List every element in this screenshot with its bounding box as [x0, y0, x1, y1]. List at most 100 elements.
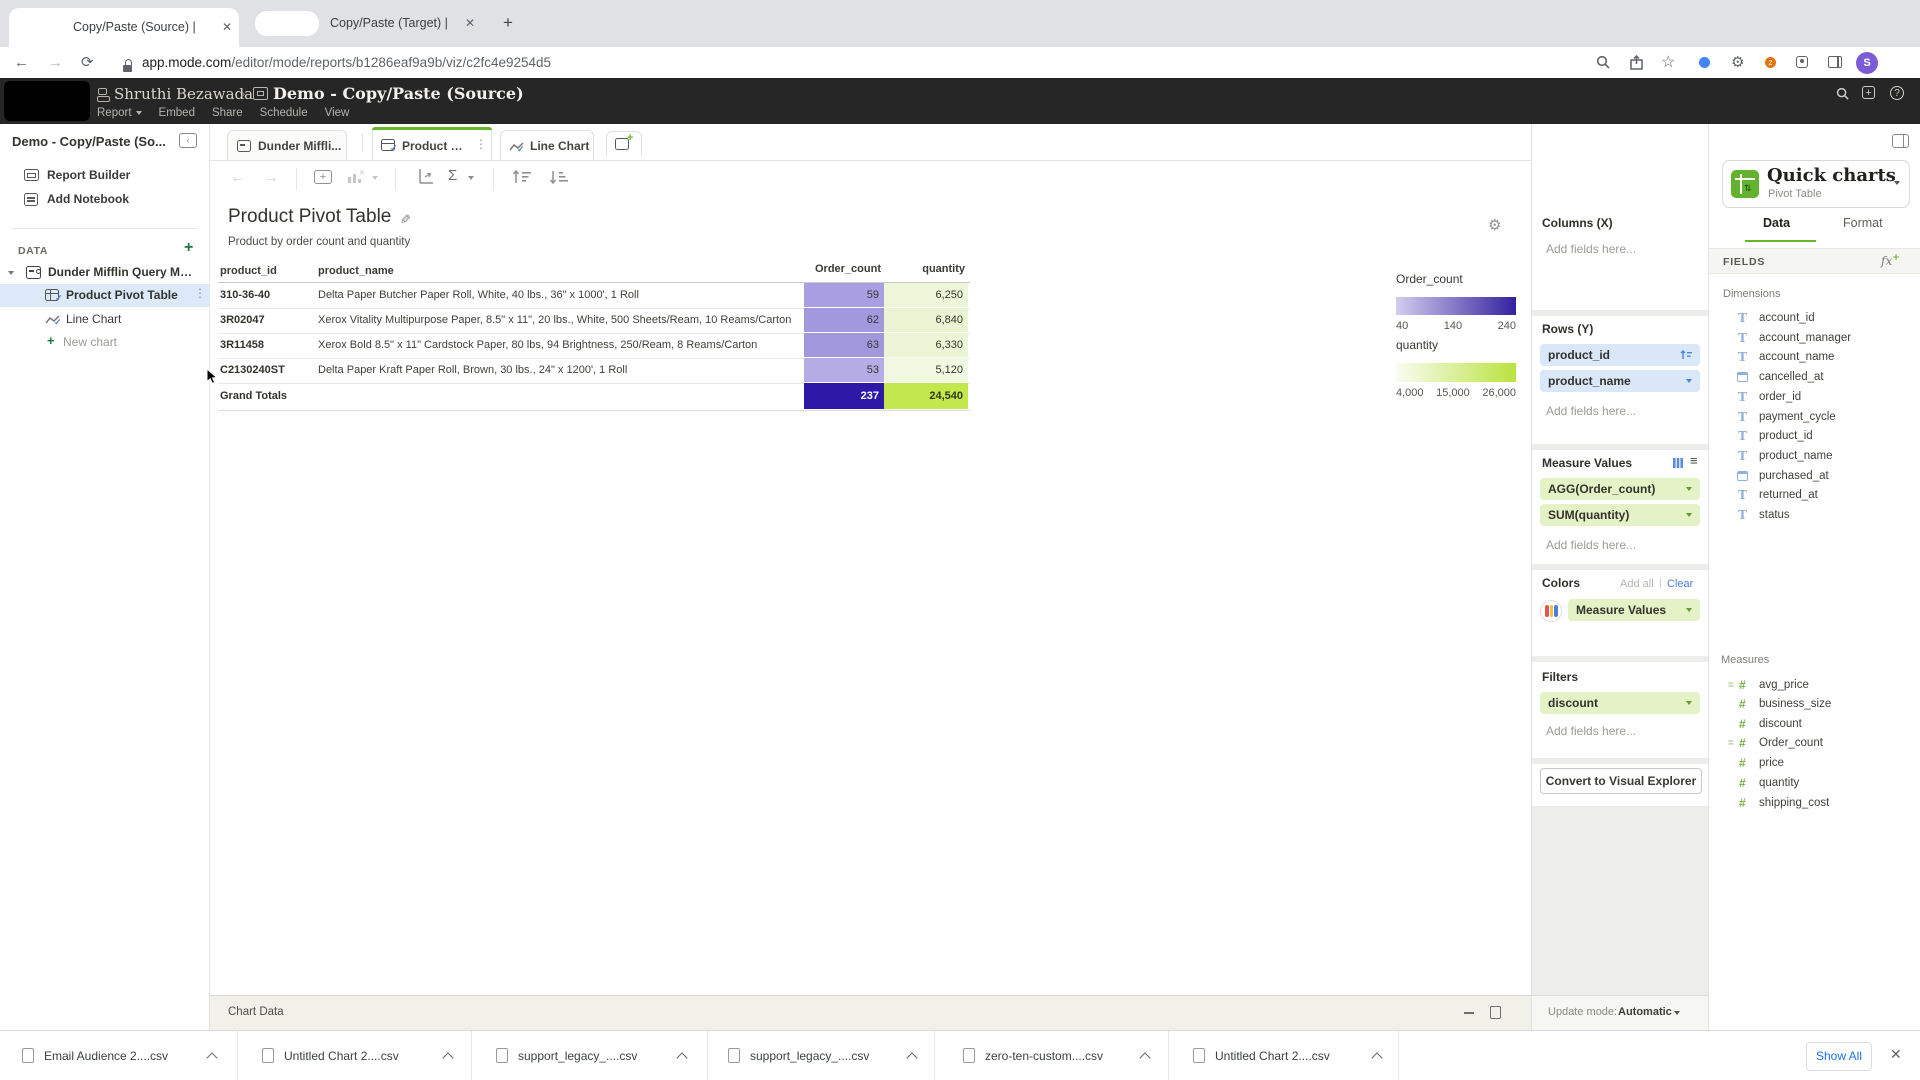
edit-pencil-icon[interactable]: ✎	[400, 212, 411, 227]
extension-z-icon[interactable]: z	[1765, 57, 1776, 68]
download-chip[interactable]: support_legacy_....csv	[708, 1031, 934, 1080]
new-tab-icon[interactable]: +	[503, 13, 513, 32]
share-icon[interactable]	[1629, 55, 1644, 70]
rows-layout-icon[interactable]: ≡	[1690, 453, 1698, 468]
browser-tab-inactive[interactable]: Copy/Paste (Target) | ✕	[245, 0, 495, 47]
sidebar-item-report-builder[interactable]: Report Builder	[0, 164, 210, 188]
convert-to-visual-explorer-button[interactable]: Convert to Visual Explorer	[1540, 768, 1702, 794]
sidebar-new-chart[interactable]: + New chart	[0, 331, 210, 353]
dimension-item[interactable]: purchased_at	[1709, 468, 1920, 484]
menu-report[interactable]: Report	[97, 107, 142, 119]
dropdown-chevron-icon[interactable]	[1686, 513, 1692, 517]
extension-blue-icon[interactable]	[1699, 57, 1710, 68]
download-chip[interactable]: Email Audience 2....csv	[0, 1031, 237, 1080]
undo-icon[interactable]: ←	[230, 169, 246, 186]
table-row[interactable]: 3R02047 Xerox Vitality Multipurpose Pape…	[218, 308, 970, 334]
table-row[interactable]: 3R11458 Xerox Bold 8.5" x 11" Cardstock …	[218, 333, 970, 359]
collapse-sidebar-icon[interactable]: ‹	[179, 133, 197, 148]
add-fields-placeholder[interactable]: Add fields here...	[1546, 242, 1637, 256]
puzzle-extensions-icon[interactable]	[1796, 56, 1808, 68]
tab-product-pivot-active[interactable]: ✓ Product Pivot ... ⋮	[372, 127, 492, 160]
add-fields-placeholder[interactable]: Add fields here...	[1546, 538, 1637, 552]
breadcrumb-report-title[interactable]: Demo - Copy/Paste (Source)	[273, 84, 524, 103]
column-header[interactable]: product_id	[220, 265, 277, 277]
chart-settings-gear-icon[interactable]: ⚙	[1488, 217, 1502, 234]
dropdown-chevron-icon[interactable]	[468, 176, 474, 180]
measure-item[interactable]: = # avg_price	[1728, 678, 1809, 692]
chart-data-tab[interactable]: Chart Data	[228, 1006, 284, 1018]
column-header[interactable]: Order_count	[814, 263, 881, 275]
header-add-icon[interactable]: +	[1862, 86, 1875, 99]
table-row[interactable]: 310-36-40 Delta Paper Butcher Paper Roll…	[218, 283, 970, 309]
tab-close-icon[interactable]: ✕	[465, 16, 476, 30]
chevron-up-icon[interactable]	[676, 1052, 688, 1064]
redo-icon[interactable]: →	[263, 169, 279, 186]
sort-descending-icon[interactable]	[548, 168, 570, 186]
menu-schedule[interactable]: Schedule	[259, 107, 308, 119]
sidebar-chart-line-chart[interactable]: ✓ Line Chart	[0, 309, 210, 331]
measure-item[interactable]: # shipping_cost	[1739, 796, 1830, 810]
help-icon[interactable]: ?	[1890, 86, 1904, 100]
collapse-panel-icon[interactable]	[1464, 1012, 1474, 1014]
swap-axes-icon[interactable]	[415, 167, 435, 187]
search-icon[interactable]	[1596, 55, 1611, 70]
dropdown-chevron-icon[interactable]	[1894, 181, 1900, 185]
back-icon[interactable]: ←	[14, 54, 29, 71]
grand-totals-row[interactable]: Grand Totals 237 24,540	[218, 383, 970, 411]
add-all-link[interactable]: Add all	[1620, 578, 1654, 590]
column-header[interactable]: product_name	[318, 265, 394, 277]
field-pill-product-name[interactable]: product_name	[1540, 370, 1700, 392]
quick-charts-card[interactable]: ⇅ Quick charts Pivot Table	[1722, 160, 1910, 208]
download-chip[interactable]: support_legacy_....csv	[472, 1031, 707, 1080]
header-search-icon[interactable]	[1836, 87, 1850, 101]
collapse-chevron-icon[interactable]	[8, 271, 14, 275]
colors-pill-measure-values[interactable]: Measure Values	[1568, 599, 1700, 621]
add-fields-placeholder[interactable]: Add fields here...	[1546, 404, 1637, 418]
tab-close-icon[interactable]: ✕	[222, 20, 233, 34]
dropdown-chevron-icon[interactable]	[1674, 1011, 1680, 1015]
sidebar-chart-pivot-table[interactable]: ✓ Product Pivot Table ⋮	[0, 284, 210, 307]
measure-item[interactable]: # price	[1739, 756, 1784, 770]
chevron-up-icon[interactable]	[206, 1052, 218, 1064]
menu-view[interactable]: View	[324, 107, 350, 119]
update-mode-select[interactable]: Automatic	[1618, 1006, 1672, 1018]
reload-icon[interactable]: ⟳	[81, 54, 94, 71]
bookmark-star-icon[interactable]: ☆	[1661, 54, 1676, 71]
dimension-item[interactable]: cancelled_at	[1709, 369, 1920, 385]
measure-item[interactable]: = # Order_count	[1728, 736, 1823, 750]
add-chart-button[interactable]: +	[606, 131, 642, 156]
add-data-icon[interactable]: +	[184, 239, 194, 256]
column-header[interactable]: quantity	[922, 263, 965, 275]
breadcrumb-user[interactable]: Shruthi Bezawada	[114, 85, 254, 103]
chevron-up-icon[interactable]	[1371, 1052, 1383, 1064]
field-pill-product-id[interactable]: product_id	[1540, 344, 1700, 366]
close-downloads-icon[interactable]: ✕	[1890, 1046, 1902, 1062]
download-chip[interactable]: zero-ten-custom....csv	[935, 1031, 1168, 1080]
field-pill-agg-order-count[interactable]: AGG(Order_count)	[1540, 478, 1700, 500]
url-text[interactable]: app.mode.com/editor/mode/reports/b1286ea…	[142, 55, 552, 70]
sidebar-item-add-notebook[interactable]: Add Notebook	[0, 188, 210, 212]
menu-embed[interactable]: Embed	[158, 107, 195, 119]
chevron-up-icon[interactable]	[442, 1052, 454, 1064]
filter-pill-discount[interactable]: discount	[1540, 692, 1700, 714]
duplicate-chart-icon[interactable]: +	[314, 170, 332, 184]
sort-icon[interactable]	[1680, 349, 1693, 361]
download-chip[interactable]: Untitled Chart 2....csv	[1169, 1031, 1398, 1080]
remove-chart-icon[interactable]: ✕	[346, 169, 366, 185]
kebab-menu-icon[interactable]: ⋮	[194, 286, 206, 300]
expand-panel-icon[interactable]	[1490, 1006, 1501, 1019]
avatar[interactable]: S	[1856, 52, 1878, 74]
dropdown-chevron-icon[interactable]	[1686, 608, 1692, 612]
gear-extension-icon[interactable]: ⚙	[1731, 54, 1745, 71]
add-formula-icon[interactable]: fx+	[1881, 253, 1900, 268]
tab-data[interactable]: Data	[1763, 216, 1791, 230]
field-pill-sum-quantity[interactable]: SUM(quantity)	[1540, 504, 1700, 526]
